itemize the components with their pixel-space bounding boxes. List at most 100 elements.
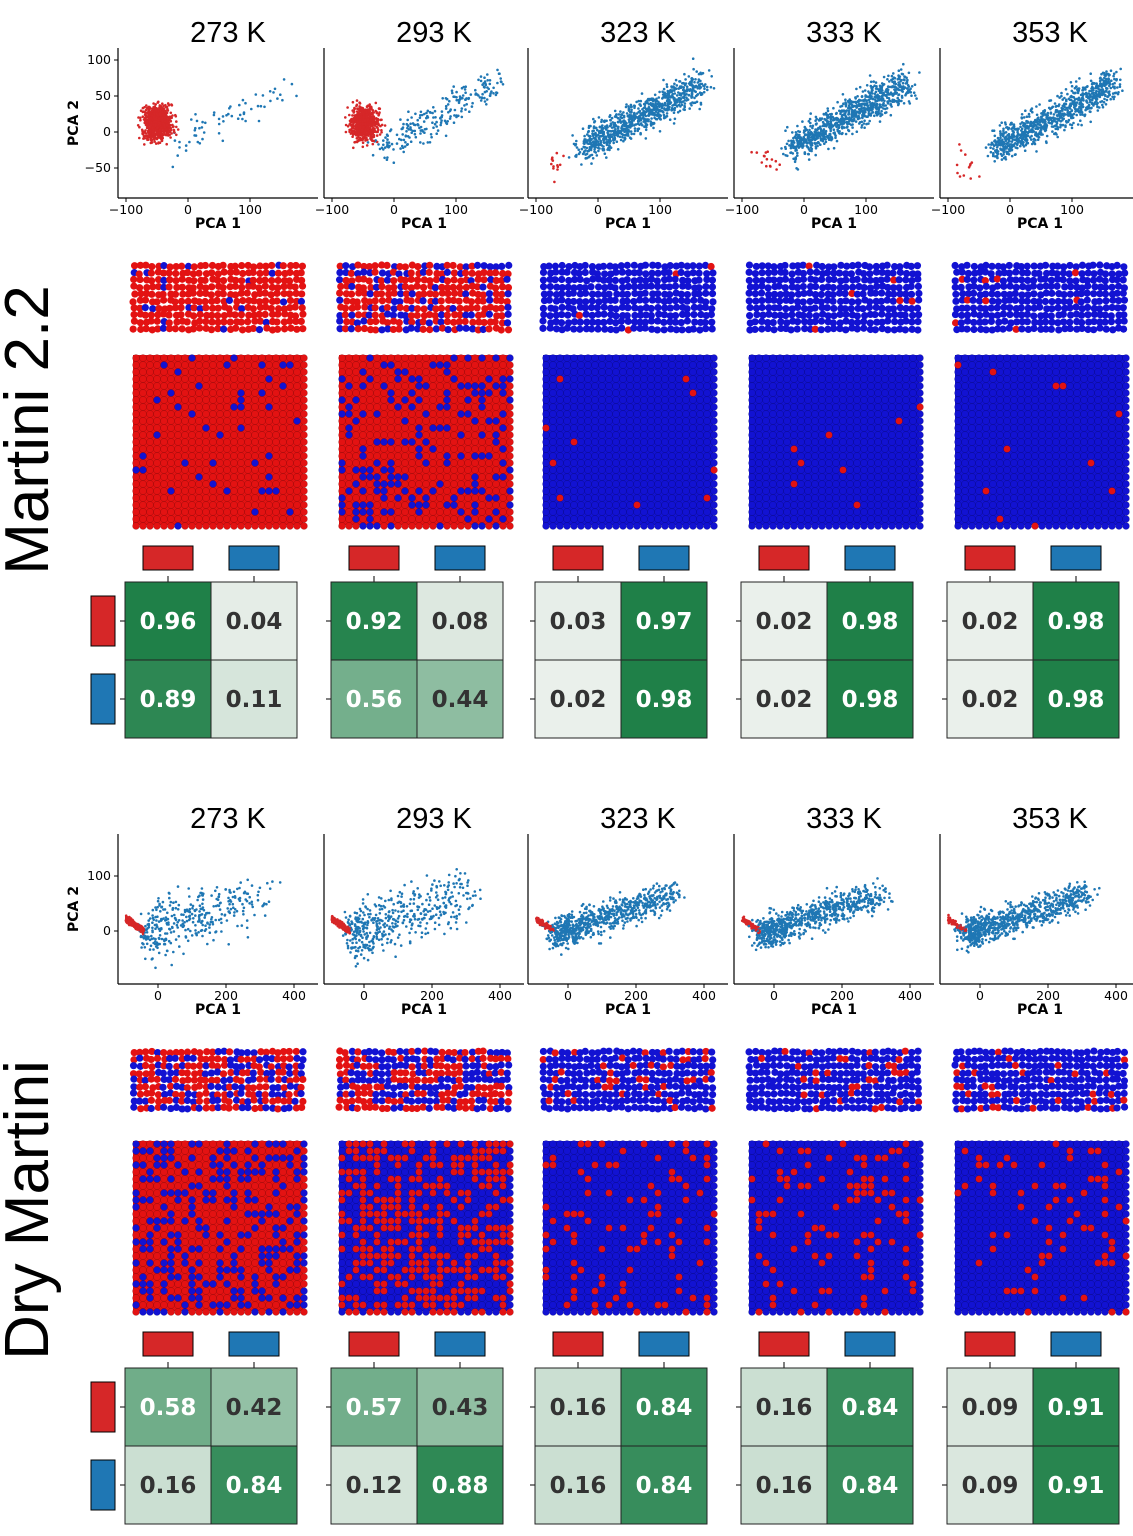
bead-blue	[696, 361, 704, 369]
bead-red	[132, 438, 140, 446]
heatmap-value: 0.96	[140, 609, 197, 635]
bead-red	[479, 297, 487, 305]
bead-blue	[624, 304, 632, 312]
bead-blue	[387, 480, 395, 488]
bead-blue	[149, 305, 157, 313]
point-red	[361, 138, 364, 142]
point-blue	[479, 99, 483, 102]
point-blue	[434, 116, 437, 119]
bead-red	[230, 494, 238, 502]
point-blue	[650, 108, 654, 112]
point-blue	[481, 83, 484, 86]
point-blue	[679, 97, 683, 100]
bead-red	[338, 438, 346, 446]
bead-red	[272, 452, 280, 460]
bead-blue	[619, 375, 627, 383]
bead-red	[237, 417, 245, 425]
point-blue	[611, 133, 614, 136]
bead-red	[172, 269, 180, 278]
point-red	[174, 115, 178, 118]
bead-blue	[661, 361, 669, 369]
bead-red	[415, 361, 423, 369]
bead-blue	[499, 389, 507, 397]
bead-blue	[539, 283, 548, 291]
point-red	[154, 142, 158, 145]
bead-red	[174, 431, 182, 439]
point-blue	[586, 139, 590, 142]
point-blue	[664, 116, 667, 119]
point-blue	[409, 140, 413, 143]
bead-red	[450, 396, 458, 404]
bead-red	[195, 424, 203, 432]
bead-red	[394, 382, 402, 390]
point-blue	[459, 97, 462, 101]
bead-red	[139, 354, 147, 362]
bead-blue	[549, 375, 557, 383]
point-red	[151, 132, 155, 136]
bead-blue	[443, 452, 451, 460]
bead-blue	[647, 375, 655, 383]
bead-blue	[457, 487, 465, 495]
bead-red	[419, 325, 427, 333]
bead-red	[485, 382, 493, 390]
bead-blue	[684, 282, 692, 290]
bead-red	[167, 494, 175, 502]
model-label: Martini 2.2	[0, 285, 62, 574]
bead-red	[359, 375, 367, 383]
point-blue	[604, 127, 607, 130]
bead-red	[457, 361, 465, 369]
bead-blue	[478, 389, 486, 397]
bead-red	[359, 361, 367, 369]
panel-title: 273 K	[190, 17, 266, 49]
bead-red	[167, 396, 175, 404]
point-red	[166, 107, 169, 111]
bead-red	[464, 452, 472, 460]
bead-blue	[499, 459, 507, 467]
point-blue	[453, 114, 456, 117]
bead-red	[244, 396, 252, 404]
bead-red	[429, 410, 437, 418]
point-blue	[627, 105, 630, 108]
point-blue	[610, 126, 614, 129]
bead-red	[415, 389, 423, 397]
bead-blue	[422, 382, 430, 390]
bead-red	[485, 424, 493, 432]
bead-blue	[623, 290, 632, 298]
bilayer-top-view	[132, 354, 308, 530]
bead-blue	[702, 283, 710, 291]
bead-red	[139, 403, 147, 411]
bead-blue	[443, 459, 451, 467]
bead-blue	[710, 361, 718, 369]
point-red	[364, 128, 367, 132]
bead-red	[256, 276, 264, 285]
bead-red	[202, 466, 210, 474]
bead-red	[506, 361, 514, 369]
point-blue	[683, 94, 686, 97]
point-blue	[496, 68, 499, 72]
bead-red	[209, 501, 217, 509]
bead-red	[471, 361, 479, 369]
point-blue	[613, 109, 617, 113]
bead-red	[146, 354, 154, 362]
bead-red	[492, 361, 500, 369]
bead-blue	[387, 396, 395, 404]
point-blue	[702, 90, 706, 94]
point-red	[153, 117, 157, 121]
bead-red	[286, 368, 294, 376]
bead-red	[485, 473, 493, 481]
bead-red	[506, 389, 514, 397]
bead-blue	[576, 318, 584, 326]
point-blue	[689, 88, 692, 91]
bead-red	[480, 276, 488, 284]
bead-red	[146, 403, 154, 411]
bead-blue	[583, 277, 591, 285]
point-red	[352, 133, 355, 136]
bead-blue	[443, 361, 451, 369]
bead-red	[471, 445, 479, 453]
bead-blue	[407, 324, 415, 332]
bead-red	[506, 473, 514, 481]
bead-blue	[209, 480, 217, 488]
point-red	[158, 117, 161, 120]
bead-red	[429, 452, 437, 460]
bead-red	[422, 403, 430, 411]
